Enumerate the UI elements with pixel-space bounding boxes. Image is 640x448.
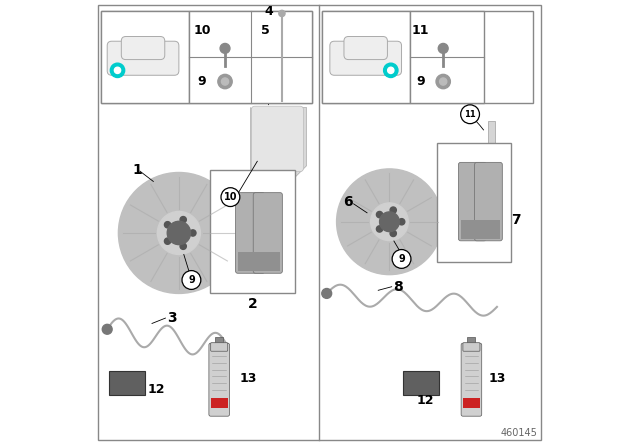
- Circle shape: [383, 63, 398, 78]
- Circle shape: [388, 67, 394, 73]
- Text: 6: 6: [343, 195, 353, 210]
- FancyBboxPatch shape: [475, 162, 502, 241]
- Circle shape: [115, 67, 121, 73]
- Circle shape: [164, 222, 171, 228]
- Bar: [323, 11, 410, 103]
- Bar: [211, 398, 228, 408]
- Text: 13: 13: [488, 372, 506, 385]
- Circle shape: [438, 43, 448, 53]
- Text: 10: 10: [193, 24, 211, 37]
- Circle shape: [180, 216, 186, 223]
- Text: 12: 12: [417, 394, 434, 408]
- Text: 10: 10: [223, 192, 237, 202]
- Text: 7: 7: [511, 212, 521, 227]
- Text: 5: 5: [261, 24, 269, 37]
- Circle shape: [461, 105, 479, 124]
- Bar: [467, 337, 476, 345]
- Circle shape: [221, 188, 240, 207]
- Bar: [255, 252, 280, 271]
- Circle shape: [221, 78, 228, 85]
- Circle shape: [322, 289, 332, 298]
- Polygon shape: [479, 121, 495, 170]
- Bar: [101, 11, 312, 103]
- Circle shape: [337, 169, 442, 275]
- FancyBboxPatch shape: [108, 41, 179, 75]
- Circle shape: [157, 211, 200, 254]
- FancyBboxPatch shape: [209, 343, 230, 416]
- Circle shape: [218, 74, 232, 89]
- FancyBboxPatch shape: [252, 106, 303, 172]
- Bar: [403, 371, 439, 396]
- Bar: [109, 371, 145, 396]
- Text: 11: 11: [412, 24, 429, 37]
- FancyBboxPatch shape: [477, 167, 499, 183]
- Circle shape: [380, 212, 399, 232]
- Circle shape: [220, 43, 230, 53]
- Bar: [477, 220, 500, 238]
- Circle shape: [376, 226, 383, 232]
- Bar: [215, 337, 223, 345]
- Circle shape: [376, 211, 383, 218]
- Bar: [323, 11, 532, 103]
- Circle shape: [371, 203, 408, 241]
- Circle shape: [390, 207, 396, 213]
- Bar: [210, 170, 296, 293]
- Circle shape: [102, 324, 112, 334]
- FancyBboxPatch shape: [463, 343, 480, 351]
- Circle shape: [279, 10, 285, 17]
- Circle shape: [110, 63, 125, 78]
- FancyBboxPatch shape: [236, 193, 265, 273]
- Text: 3: 3: [167, 311, 177, 325]
- Bar: [463, 398, 480, 408]
- FancyBboxPatch shape: [253, 193, 282, 273]
- Bar: [437, 143, 511, 262]
- FancyBboxPatch shape: [344, 37, 387, 60]
- Circle shape: [182, 271, 201, 289]
- Bar: [238, 252, 262, 271]
- Circle shape: [440, 78, 447, 85]
- FancyBboxPatch shape: [458, 162, 486, 241]
- Polygon shape: [251, 108, 307, 188]
- Text: 1: 1: [132, 163, 142, 177]
- FancyBboxPatch shape: [330, 41, 401, 75]
- Circle shape: [189, 230, 196, 236]
- Text: 9: 9: [398, 254, 405, 264]
- Circle shape: [164, 238, 171, 244]
- Text: 11: 11: [464, 110, 476, 119]
- Circle shape: [118, 172, 239, 293]
- Circle shape: [392, 250, 411, 268]
- Bar: [101, 11, 189, 103]
- Text: 9: 9: [417, 75, 425, 88]
- Text: 8: 8: [394, 280, 403, 294]
- Text: 13: 13: [239, 372, 257, 385]
- Text: 12: 12: [148, 383, 165, 396]
- Circle shape: [390, 230, 396, 237]
- Text: 9: 9: [188, 275, 195, 285]
- FancyBboxPatch shape: [122, 37, 164, 60]
- Text: 2: 2: [248, 297, 258, 311]
- Circle shape: [436, 74, 451, 89]
- Text: 4: 4: [264, 4, 273, 18]
- Bar: [410, 11, 484, 103]
- Bar: [461, 220, 484, 238]
- Text: 460145: 460145: [500, 428, 538, 438]
- FancyBboxPatch shape: [211, 343, 228, 351]
- Bar: [189, 11, 312, 103]
- Text: 9: 9: [198, 75, 207, 88]
- Circle shape: [167, 221, 191, 245]
- Circle shape: [399, 219, 405, 225]
- FancyBboxPatch shape: [461, 343, 482, 416]
- Circle shape: [180, 243, 186, 250]
